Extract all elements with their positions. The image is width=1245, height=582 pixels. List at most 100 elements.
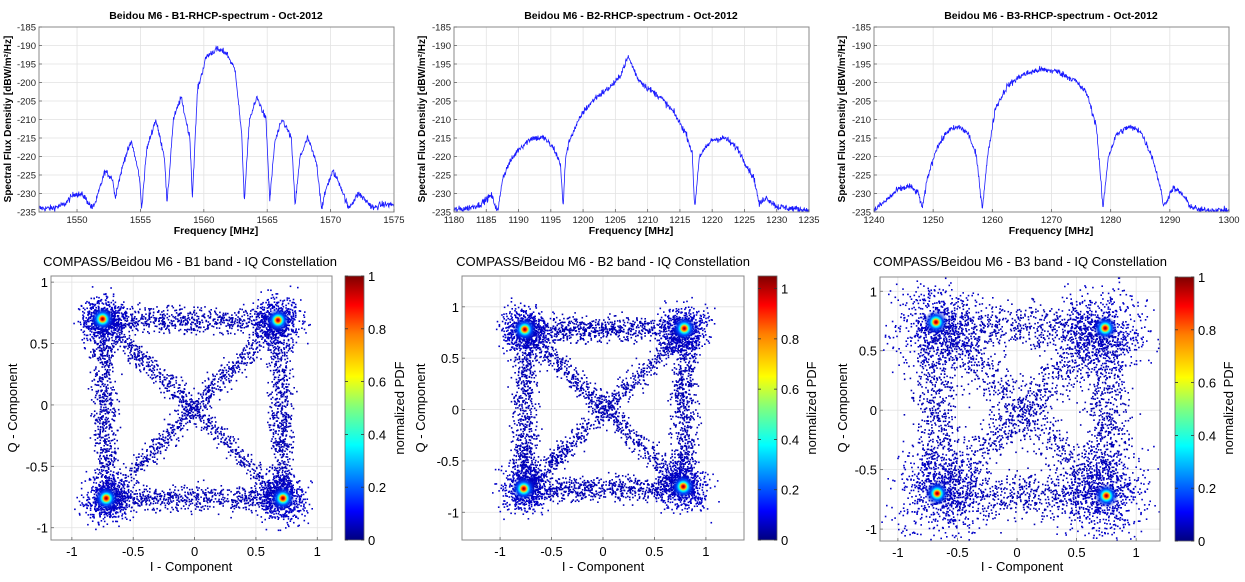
colorbar-tick-label: 1 xyxy=(368,269,375,284)
y-tick-label: -205 xyxy=(432,97,451,108)
iq-scatter xyxy=(73,285,313,532)
y-tick-label: -200 xyxy=(432,78,451,89)
x-tick-label: 1215 xyxy=(669,215,690,226)
x-axis-label: Frequency [MHz] xyxy=(1009,225,1094,237)
x-tick-label: 1235 xyxy=(798,215,819,226)
y-tick-label: -220 xyxy=(432,152,451,163)
x-tick-label: 0 xyxy=(1013,545,1020,560)
y-tick-label: 1 xyxy=(870,284,877,299)
iq-symbol-cluster xyxy=(242,285,311,353)
x-tick-label: 0.5 xyxy=(645,544,663,559)
y-tick-label: -1 xyxy=(865,522,877,537)
x-tick-label: 1185 xyxy=(476,215,496,226)
grid-lines xyxy=(453,26,810,213)
iq-transition-band xyxy=(518,325,697,497)
x-tick-label: 0.5 xyxy=(1068,545,1086,560)
iq-constellation-b2: COMPASS/Beidou M6 - B2 band - IQ Constel… xyxy=(413,254,819,574)
x-tick-label: -0.5 xyxy=(540,544,562,559)
iq-symbol-cluster xyxy=(1044,277,1160,392)
iq-peak-marker xyxy=(925,481,950,506)
spectrum-series-line xyxy=(454,55,809,212)
x-tick-label: 1555 xyxy=(130,215,151,226)
spectrum-chart-b1: Beidou M6 - B1-RHCP-spectrum - Oct-2012 … xyxy=(3,10,405,237)
colorbar-tick-label: 0.6 xyxy=(1198,376,1216,391)
colorbar-tick-label: 0.6 xyxy=(781,382,799,397)
iq-symbol-cluster xyxy=(492,455,559,521)
x-tick-label: 1290 xyxy=(1159,215,1180,226)
x-tick-label: 1565 xyxy=(257,215,278,226)
x-tick-label: -1 xyxy=(892,545,904,560)
y-axis-label: Q - Component xyxy=(835,363,850,452)
iq-transition-band xyxy=(101,308,289,511)
iq-peak-marker xyxy=(512,317,537,342)
y-tick-label: 1 xyxy=(452,300,459,315)
iq-transition-band xyxy=(262,312,300,509)
x-tick-label: 1575 xyxy=(383,215,404,226)
colorbar-tick-label: 0 xyxy=(368,533,375,548)
colorbar-tick-label: 0.2 xyxy=(368,480,386,495)
colorbar-tick-label: 0.2 xyxy=(781,483,799,498)
colorbar-tick-label: 1 xyxy=(1198,270,1205,285)
y-tick-label: -0.5 xyxy=(437,454,459,469)
y-tick-label: -190 xyxy=(17,41,36,52)
y-tick-label: -185 xyxy=(17,23,36,34)
x-axis-label: I - Component xyxy=(150,559,233,574)
iq-constellation-b3: COMPASS/Beidou M6 - B3 band - IQ Constel… xyxy=(835,254,1236,574)
y-tick-label: -210 xyxy=(852,115,871,126)
y-axis-label: Q - Component xyxy=(413,363,428,452)
iq-scatter xyxy=(881,277,1160,541)
x-tick-label: 1205 xyxy=(605,215,626,226)
y-tick-label: -215 xyxy=(17,134,36,145)
spectrum-series-line xyxy=(874,65,1229,212)
x-tick-label: 0.5 xyxy=(247,544,265,559)
chart-title: COMPASS/Beidou M6 - B1 band - IQ Constel… xyxy=(43,254,337,269)
colorbar-tick-label: 0 xyxy=(781,533,788,548)
colorbar-tick-label: 0.4 xyxy=(781,432,799,447)
iq-peak-marker xyxy=(1093,316,1118,341)
iq-peak-marker xyxy=(1094,483,1119,508)
iq-peak-marker xyxy=(671,474,696,499)
iq-peak-marker xyxy=(94,486,119,511)
y-tick-label: -235 xyxy=(852,208,871,219)
chart-title: Beidou M6 - B1-RHCP-spectrum - Oct-2012 xyxy=(109,10,323,22)
colorbar xyxy=(344,275,365,541)
iq-peak-marker xyxy=(266,308,291,333)
y-tick-label: -1 xyxy=(447,505,459,520)
x-tick-label: 1 xyxy=(1133,545,1140,560)
iq-peak-marker xyxy=(270,486,295,511)
x-tick-label: -1 xyxy=(66,544,78,559)
iq-transition-band xyxy=(516,319,695,496)
x-tick-label: 1560 xyxy=(193,215,214,226)
x-tick-label: 1195 xyxy=(541,215,561,226)
y-tick-label: -230 xyxy=(852,189,871,200)
grid-lines xyxy=(873,26,1230,213)
y-tick-label: -190 xyxy=(852,41,871,52)
iq-peak-marker xyxy=(511,476,536,501)
x-axis-label: Frequency [MHz] xyxy=(174,225,259,237)
x-tick-label: 1190 xyxy=(508,215,528,226)
colorbar xyxy=(757,275,778,541)
colorbar-tick-label: 0.8 xyxy=(368,322,386,337)
x-tick-label: 1 xyxy=(702,544,709,559)
iq-symbol-cluster xyxy=(74,469,140,531)
x-tick-label: 1240 xyxy=(863,215,884,226)
x-tick-label: 1220 xyxy=(702,215,723,226)
x-tick-label: 1200 xyxy=(573,215,594,226)
colorbar-tick-label: 0 xyxy=(1198,534,1205,549)
plot-frame xyxy=(879,276,1161,542)
y-tick-label: -195 xyxy=(432,60,451,71)
y-tick-label: -200 xyxy=(852,78,871,89)
y-tick-label: -225 xyxy=(432,171,451,182)
y-tick-label: 0.5 xyxy=(859,344,877,359)
x-tick-label: 1270 xyxy=(1041,215,1062,226)
x-tick-label: 1 xyxy=(314,544,321,559)
y-tick-label: -0.5 xyxy=(855,463,877,478)
y-tick-label: -0.5 xyxy=(26,459,48,474)
y-tick-label: -215 xyxy=(432,134,451,145)
y-tick-label: -230 xyxy=(17,189,36,200)
x-axis-label: I - Component xyxy=(981,559,1064,574)
iq-symbol-cluster xyxy=(254,466,313,532)
y-axis-label: Q - Component xyxy=(5,363,20,452)
x-tick-label: 0 xyxy=(599,544,606,559)
